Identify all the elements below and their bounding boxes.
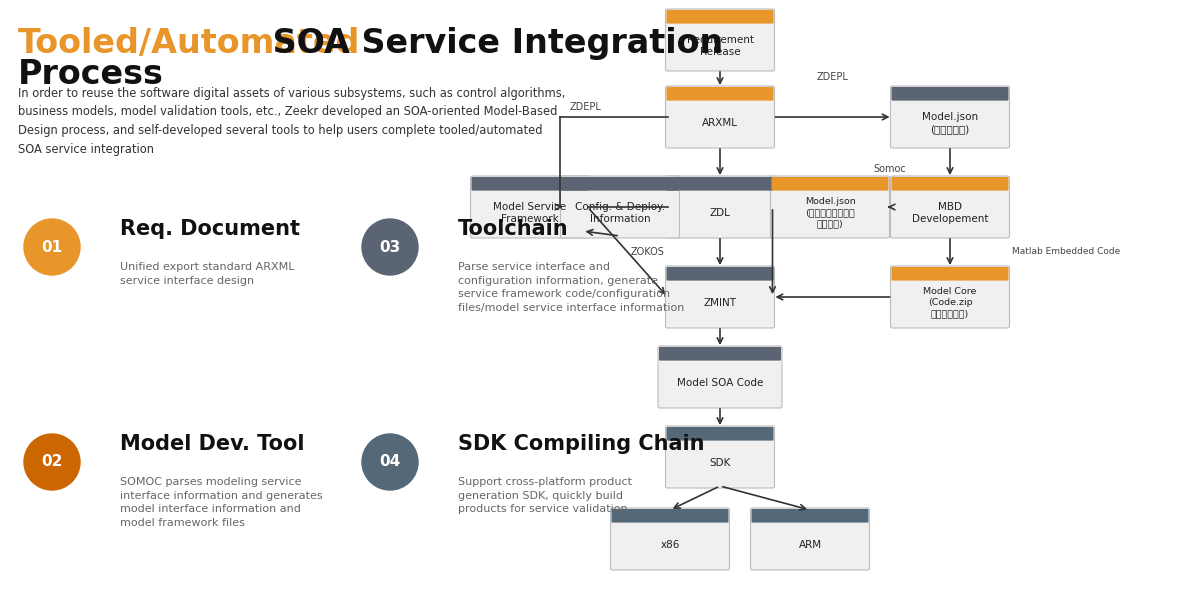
Text: Model Core
(Code.zip
输出为压缩包): Model Core (Code.zip 输出为压缩包) [923, 287, 977, 319]
Text: Model Service
Framework: Model Service Framework [493, 202, 566, 224]
Text: Req. Document: Req. Document [120, 219, 300, 239]
Text: Toolchain: Toolchain [458, 219, 569, 239]
Text: Tooled/Automated: Tooled/Automated [18, 27, 360, 60]
FancyBboxPatch shape [772, 177, 888, 191]
Text: Matlab Embedded Code: Matlab Embedded Code [1012, 248, 1120, 257]
Text: Model SOA Code: Model SOA Code [677, 378, 763, 388]
Text: 03: 03 [379, 240, 401, 254]
Text: ZMINT: ZMINT [703, 298, 737, 308]
Circle shape [362, 219, 418, 275]
FancyBboxPatch shape [666, 86, 774, 148]
Text: SOA Service Integration: SOA Service Integration [262, 27, 724, 60]
FancyBboxPatch shape [658, 346, 782, 408]
FancyBboxPatch shape [892, 267, 1008, 280]
Text: ZDEPL: ZDEPL [570, 102, 602, 112]
FancyBboxPatch shape [770, 176, 889, 238]
Text: ARXML: ARXML [702, 118, 738, 128]
FancyBboxPatch shape [560, 176, 679, 238]
FancyBboxPatch shape [612, 509, 728, 523]
Text: Model Dev. Tool: Model Dev. Tool [120, 434, 305, 454]
Circle shape [24, 434, 80, 490]
Circle shape [362, 434, 418, 490]
FancyBboxPatch shape [666, 267, 774, 280]
Text: ZDL: ZDL [709, 208, 731, 218]
FancyBboxPatch shape [472, 177, 588, 191]
FancyBboxPatch shape [892, 177, 1008, 191]
Text: 04: 04 [379, 455, 401, 469]
FancyBboxPatch shape [751, 509, 869, 523]
FancyBboxPatch shape [890, 86, 1009, 148]
FancyBboxPatch shape [890, 266, 1009, 328]
Text: Requirement
Release: Requirement Release [686, 35, 754, 57]
Text: Parse service interface and
configuration information, generate
service framewor: Parse service interface and configuratio… [458, 262, 684, 313]
FancyBboxPatch shape [666, 177, 774, 191]
Text: x86: x86 [660, 540, 679, 550]
Text: MBD
Developement: MBD Developement [912, 202, 989, 224]
Text: 02: 02 [41, 455, 62, 469]
FancyBboxPatch shape [750, 508, 870, 570]
FancyBboxPatch shape [611, 508, 730, 570]
FancyBboxPatch shape [890, 176, 1009, 238]
Text: In order to reuse the software digital assets of various subsystems, such as con: In order to reuse the software digital a… [18, 87, 565, 155]
Text: SDK: SDK [709, 458, 731, 468]
Circle shape [24, 219, 80, 275]
Text: SOMOC parses modeling service
interface information and generates
model interfac: SOMOC parses modeling service interface … [120, 477, 323, 528]
FancyBboxPatch shape [666, 10, 774, 24]
FancyBboxPatch shape [666, 426, 774, 488]
FancyBboxPatch shape [666, 87, 774, 101]
FancyBboxPatch shape [659, 347, 781, 361]
FancyBboxPatch shape [470, 176, 589, 238]
Text: Process: Process [18, 58, 164, 91]
FancyBboxPatch shape [892, 87, 1008, 101]
Text: Somoc: Somoc [874, 164, 906, 174]
FancyBboxPatch shape [562, 177, 678, 191]
FancyBboxPatch shape [666, 9, 774, 71]
Text: Model.json
(仅服务信息): Model.json (仅服务信息) [922, 112, 978, 134]
Text: ARM: ARM [798, 540, 822, 550]
Text: 01: 01 [42, 240, 62, 254]
FancyBboxPatch shape [666, 176, 774, 238]
Text: Support cross-platform product
generation SDK, quickly build
products for servic: Support cross-platform product generatio… [458, 477, 632, 514]
Text: Model.json
(包含模型与服务的
绑定信息): Model.json (包含模型与服务的 绑定信息) [805, 197, 856, 228]
Text: Config. & Deploy.
Information: Config. & Deploy. Information [575, 202, 665, 224]
Text: Unified export standard ARXML
service interface design: Unified export standard ARXML service in… [120, 262, 294, 286]
Text: ZOKOS: ZOKOS [631, 247, 665, 257]
FancyBboxPatch shape [666, 266, 774, 328]
Text: ZDEPL: ZDEPL [816, 72, 848, 82]
Text: SDK Compiling Chain: SDK Compiling Chain [458, 434, 704, 454]
FancyBboxPatch shape [666, 427, 774, 441]
